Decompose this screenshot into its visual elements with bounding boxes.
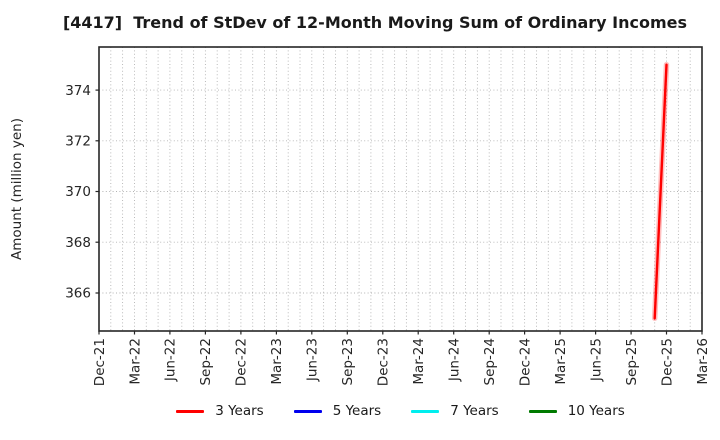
- legend-item-5-years: 5 Years: [293, 403, 382, 419]
- series-line: [653, 63, 668, 320]
- legend-item-10-years: 10 Years: [528, 403, 625, 419]
- x-tick-label: Mar-24: [411, 338, 427, 385]
- x-tick-label: Jun-25: [588, 338, 604, 382]
- x-tick-label: Dec-24: [517, 338, 533, 386]
- x-tick-label: Dec-22: [234, 338, 250, 386]
- legend-label-3-years: 3 Years: [215, 403, 264, 419]
- legend-line-swatch-green: [528, 409, 557, 413]
- y-tick-label: 372: [65, 134, 91, 150]
- legend-line-swatch-blue: [293, 409, 322, 413]
- x-tick-label: Dec-21: [92, 338, 108, 386]
- legend-label-7-years: 7 Years: [450, 403, 499, 419]
- x-tick-label: Sep-24: [482, 338, 498, 386]
- x-tick-label: Mar-25: [553, 338, 569, 385]
- x-tick-label: Mar-23: [269, 338, 285, 385]
- legend: 3 Years 5 Years 7 Years 10 Years: [99, 403, 702, 419]
- x-tick-label: Dec-25: [659, 338, 675, 386]
- plot-border: [98, 46, 703, 332]
- x-tick-label: Sep-22: [198, 338, 214, 386]
- legend-label-5-years: 5 Years: [332, 403, 382, 419]
- y-tick-label: 374: [65, 83, 91, 99]
- legend-line-swatch-cyan: [411, 409, 440, 413]
- chart-title: [4417] Trend of StDev of 12-Month Moving…: [62, 13, 688, 32]
- x-tick-label: Jun-23: [305, 338, 321, 382]
- legend-item-3-years: 3 Years: [176, 403, 264, 419]
- y-tick-label: 366: [65, 286, 91, 302]
- legend-item-7-years: 7 Years: [411, 403, 499, 419]
- legend-label-10-years: 10 Years: [567, 403, 625, 419]
- x-tick-label: Mar-22: [127, 338, 143, 385]
- x-tick-label: Dec-23: [376, 338, 392, 386]
- x-tick-label: Mar-26: [695, 338, 711, 385]
- x-tick-label: Sep-25: [624, 338, 640, 386]
- x-tick-label: Jun-24: [447, 338, 463, 382]
- y-tick-label: 370: [65, 184, 91, 200]
- x-tick-label: Jun-22: [163, 338, 179, 382]
- legend-line-swatch-red: [176, 409, 205, 413]
- x-tick-label: Sep-23: [340, 338, 356, 386]
- y-tick-label: 368: [65, 235, 91, 251]
